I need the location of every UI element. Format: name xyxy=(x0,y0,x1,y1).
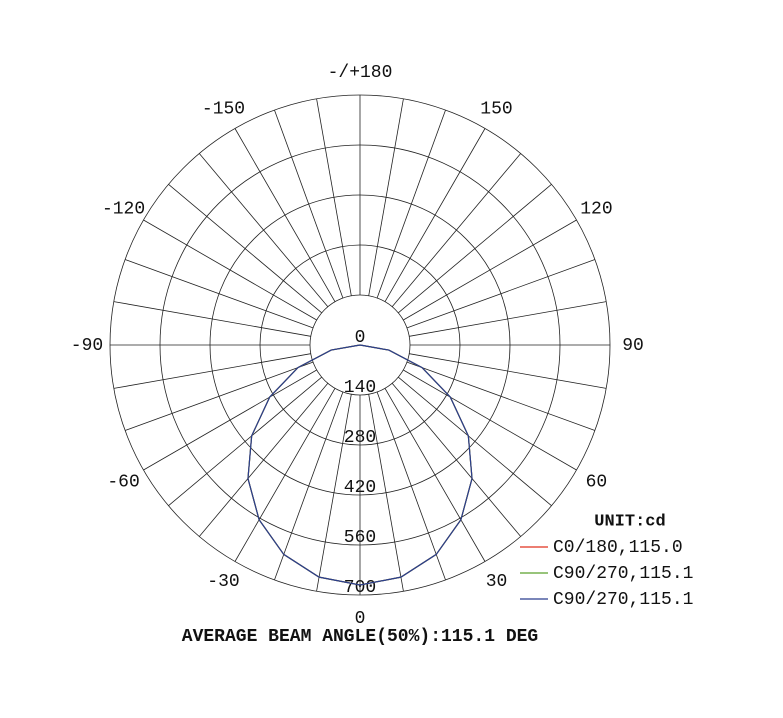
grid-spoke xyxy=(168,376,322,507)
theta-tick-label: 60 xyxy=(586,472,608,492)
theta-tick-label: 120 xyxy=(580,199,612,219)
grid-spoke xyxy=(316,98,352,296)
theta-tick-label: -90 xyxy=(71,336,103,356)
theta-tick-label: 150 xyxy=(480,99,512,119)
theta-tick-label: 30 xyxy=(486,572,508,592)
r-tick-label: 140 xyxy=(344,378,376,398)
grid-spoke xyxy=(384,128,486,302)
grid-spoke xyxy=(143,219,317,321)
grid-spoke xyxy=(113,301,311,337)
grid-spoke xyxy=(143,369,317,471)
grid-spoke xyxy=(403,219,577,321)
grid-spoke xyxy=(376,109,446,299)
grid-spoke xyxy=(113,353,311,389)
theta-tick-label: -120 xyxy=(102,199,145,219)
grid-spoke xyxy=(316,394,352,592)
grid-spoke xyxy=(406,361,596,431)
grid-spoke xyxy=(234,388,336,562)
legend-label: C90/270,115.1 xyxy=(553,590,693,610)
legend-title: UNIT:cd xyxy=(594,512,665,531)
theta-tick-label: 90 xyxy=(622,336,644,356)
grid-spoke xyxy=(391,383,522,537)
grid-spoke xyxy=(124,259,314,329)
theta-tick-label: -60 xyxy=(107,472,139,492)
grid-spoke xyxy=(398,376,552,507)
theta-tick-label: -150 xyxy=(202,99,245,119)
grid-spoke xyxy=(409,301,607,337)
r-tick-label: 0 xyxy=(355,328,366,348)
grid-spoke xyxy=(198,153,329,307)
annotation: AVERAGE BEAM ANGLE(50%):115.1 DEG xyxy=(182,627,538,647)
grid-spoke xyxy=(124,361,314,431)
theta-tick-label: -30 xyxy=(207,572,239,592)
grid-spoke xyxy=(274,391,344,581)
grid-spoke xyxy=(368,394,404,592)
theta-tick-label: -/+180 xyxy=(328,63,393,83)
grid-spoke xyxy=(398,183,552,314)
theta-tick-label: 0 xyxy=(355,609,366,629)
legend-label: C0/180,115.0 xyxy=(553,538,683,558)
grid-spoke xyxy=(234,128,336,302)
grid-spoke xyxy=(198,383,329,537)
grid-spoke xyxy=(384,388,486,562)
grid-spoke xyxy=(406,259,596,329)
grid-spoke xyxy=(403,369,577,471)
grid-spoke xyxy=(168,183,322,314)
grid-spoke xyxy=(391,153,522,307)
grid-spoke xyxy=(409,353,607,389)
legend-label: C90/270,115.1 xyxy=(553,564,693,584)
grid-spoke xyxy=(368,98,404,296)
grid-spoke xyxy=(376,391,446,581)
grid-spoke xyxy=(274,109,344,299)
series-line xyxy=(247,344,473,586)
